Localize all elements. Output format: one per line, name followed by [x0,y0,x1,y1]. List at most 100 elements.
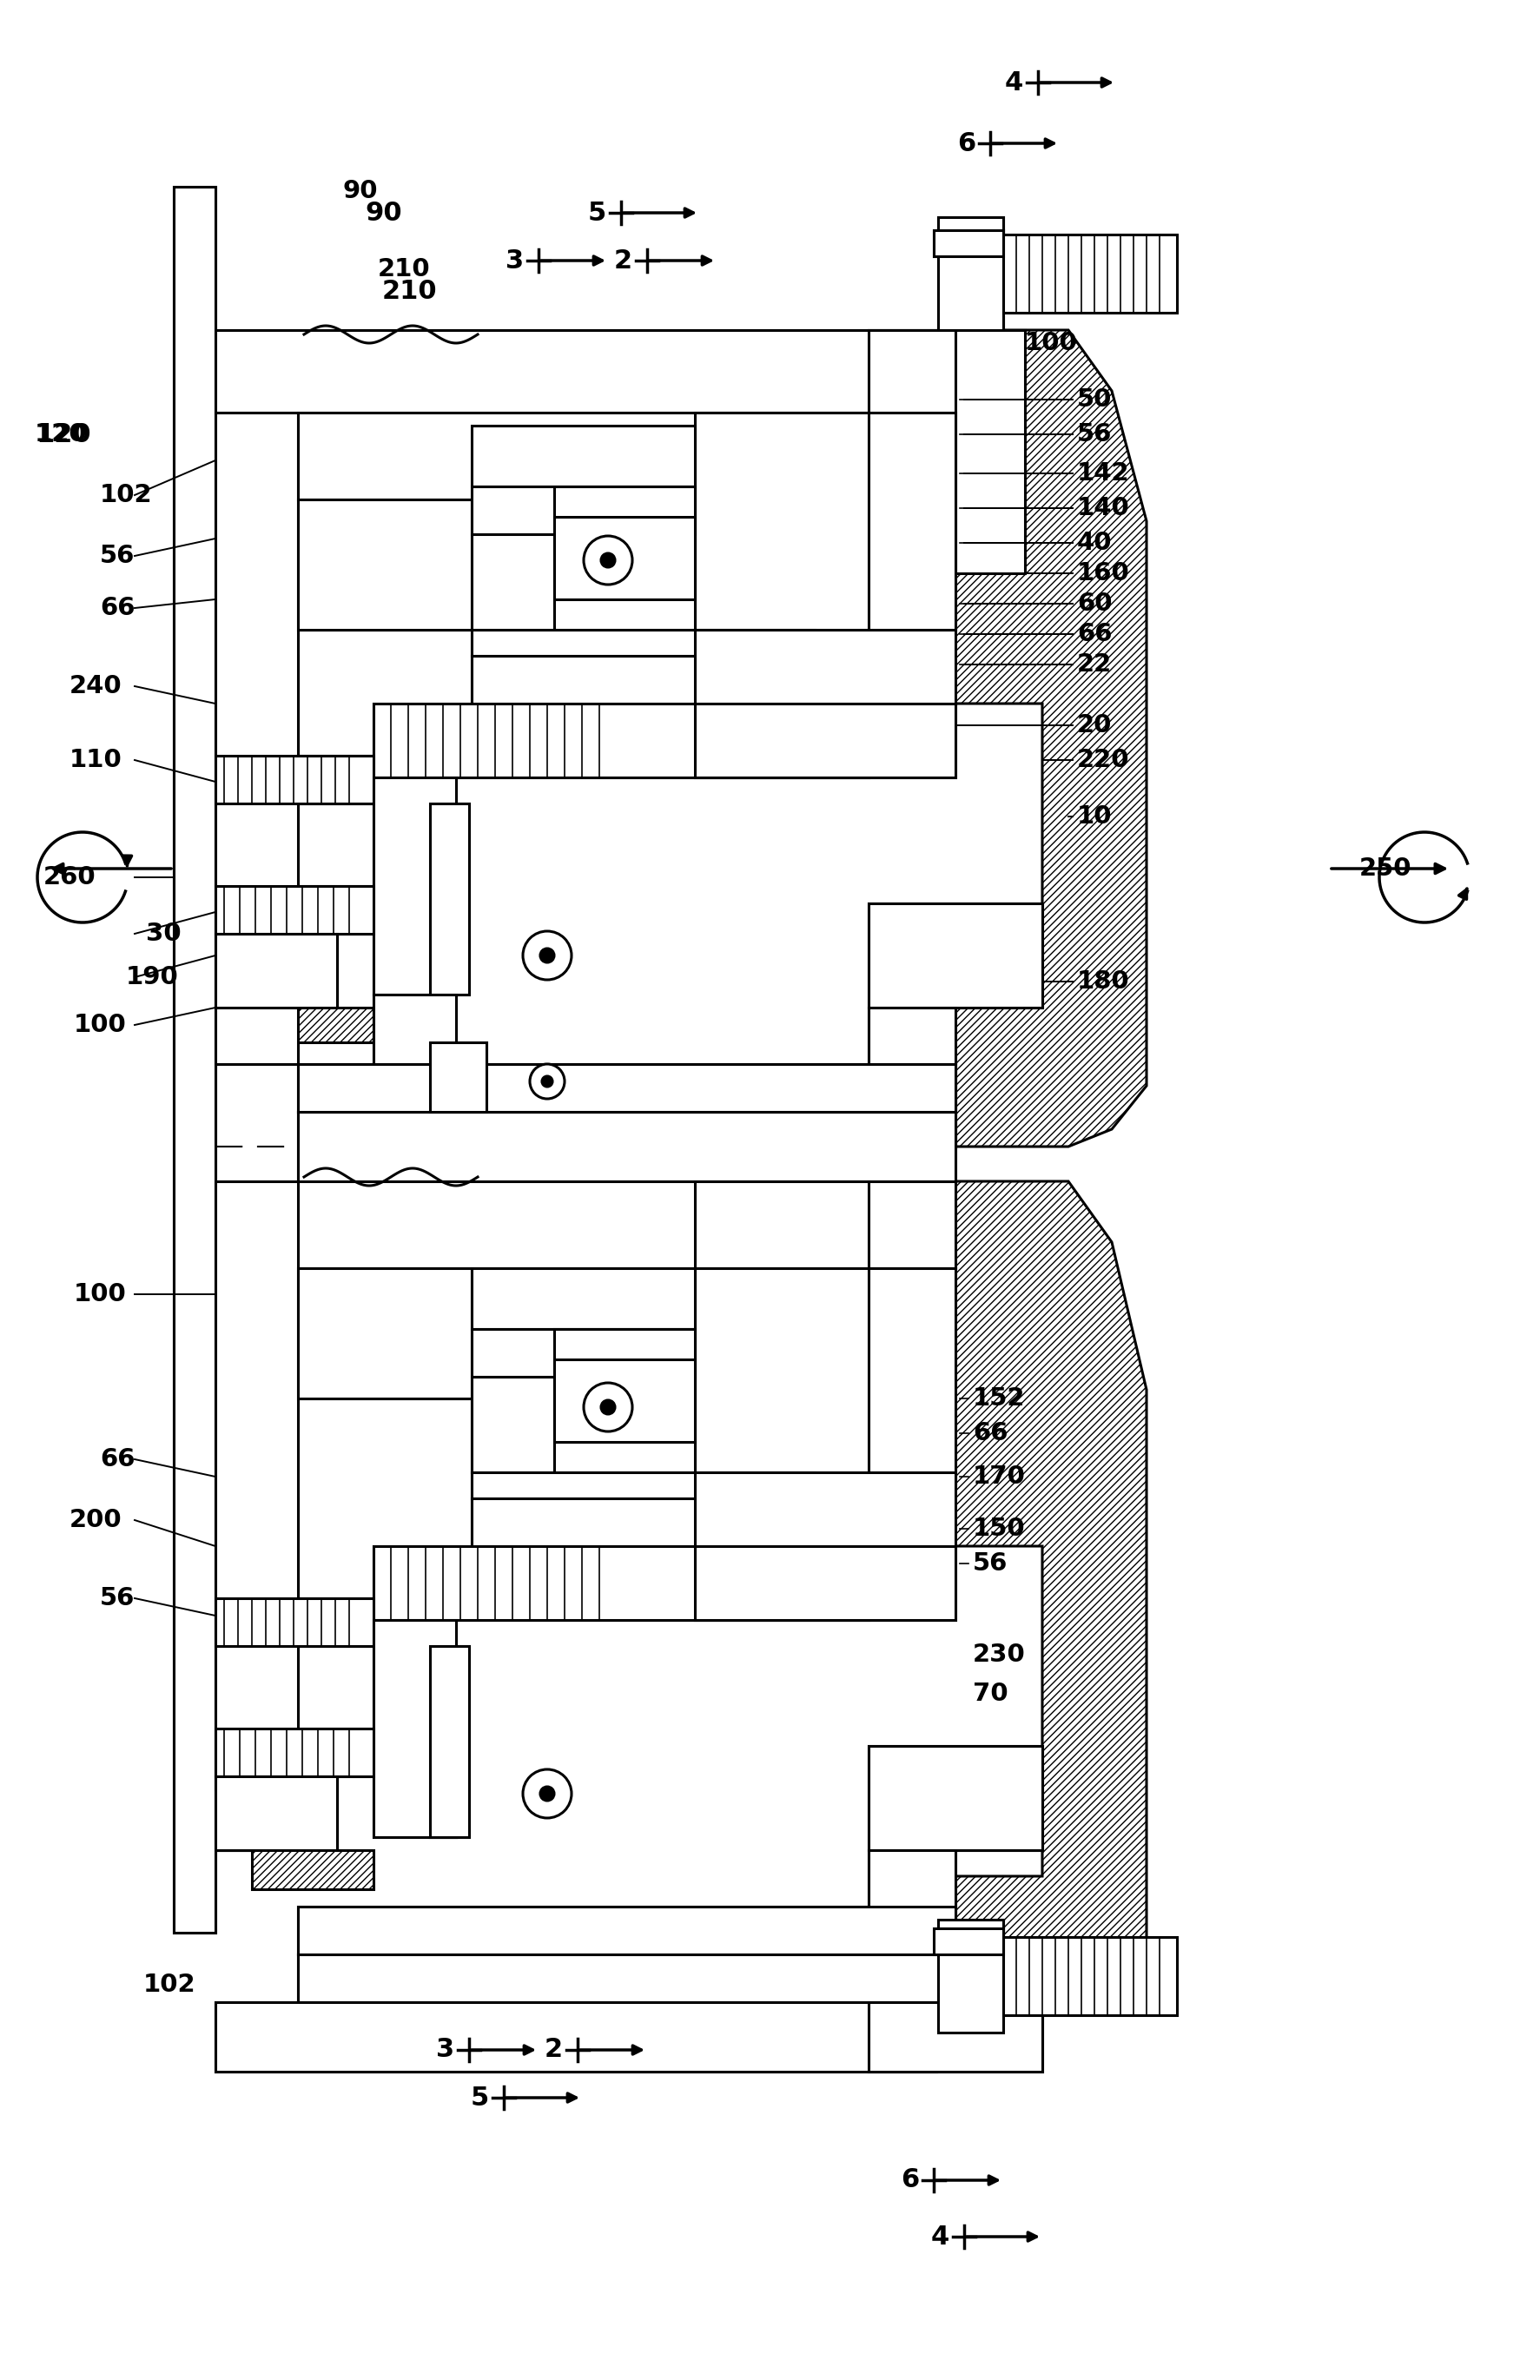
Bar [869,1849,955,1990]
Bar [869,1849,955,1990]
Bar [869,1747,1041,1849]
Bar [373,1547,869,1621]
Bar [869,331,955,574]
Bar [554,486,695,631]
Text: 66: 66 [100,1447,136,1471]
Polygon shape [216,933,373,1042]
Bar [869,1269,955,1485]
Bar [695,1547,955,1621]
Bar [869,331,955,574]
Bar [297,1064,955,1111]
Bar [216,331,936,412]
Text: 250: 250 [1358,857,1411,881]
Bar [554,486,695,631]
Bar [297,1111,955,1180]
Bar [955,331,1024,574]
Text: 10: 10 [1076,804,1112,828]
Text: 210: 210 [377,257,430,281]
Text: 56: 56 [972,1552,1007,1576]
Bar [695,1180,955,1269]
Bar [869,1180,955,1269]
Circle shape [584,1383,631,1430]
Circle shape [522,931,571,981]
Text: 56: 56 [100,543,136,569]
Bar [695,1547,955,1621]
Bar [297,1064,955,1111]
Text: 2: 2 [613,248,631,274]
Bar [869,904,1041,1007]
Text: 200: 200 [69,1509,122,1533]
Bar [471,657,869,704]
Circle shape [584,536,631,585]
Bar [869,412,955,631]
Bar [216,2002,936,2071]
Text: 180: 180 [1076,969,1129,995]
Bar [471,1269,695,1328]
Text: 260: 260 [43,866,95,890]
Bar [695,704,955,778]
Bar [471,486,695,533]
Text: 3: 3 [505,248,524,274]
Bar [695,704,955,778]
Bar [430,804,468,995]
Text: 66: 66 [972,1421,1007,1445]
Text: 30: 30 [146,921,182,945]
Bar [297,1269,471,1399]
Bar [216,1728,373,1775]
Bar [955,331,1024,574]
Bar [471,1473,815,1499]
Text: 110: 110 [69,747,122,771]
Bar [471,1328,695,1376]
Text: 56: 56 [1076,421,1112,447]
Text: 4: 4 [1004,69,1023,95]
Bar [869,1007,955,1147]
Text: 22: 22 [1076,652,1112,676]
Text: 90: 90 [343,178,377,202]
Text: 6: 6 [956,131,975,157]
Circle shape [541,1787,554,1802]
Text: 220: 220 [1076,747,1129,771]
Polygon shape [216,657,373,804]
Text: 100: 100 [74,1283,126,1307]
Bar [554,516,695,600]
Bar [373,704,869,778]
Bar [471,1499,867,1547]
Bar [869,904,1041,1007]
Circle shape [542,1076,553,1088]
Circle shape [530,1064,564,1100]
Text: 40: 40 [1076,531,1112,555]
Bar [471,1269,695,1328]
Circle shape [541,950,554,962]
Bar [373,778,456,995]
Bar [933,1928,1003,1954]
Text: 66: 66 [1076,621,1112,647]
Bar [373,995,456,1064]
Text: 3: 3 [436,2037,454,2063]
Bar [869,1269,955,1485]
Polygon shape [216,1499,373,1647]
Text: 66: 66 [100,595,136,621]
Bar [297,412,869,500]
Bar [471,1376,554,1473]
Bar [695,1269,955,1485]
Bar [695,1473,955,1547]
Text: 230: 230 [972,1642,1026,1666]
Text: 240: 240 [69,674,122,697]
Bar [471,631,815,657]
Bar [297,500,471,631]
Bar [216,1599,373,1647]
Bar [695,1180,955,1269]
Bar [695,1269,955,1485]
Bar [471,1499,867,1547]
Bar [216,331,936,412]
Bar [216,1728,373,1775]
Text: 4: 4 [930,2223,949,2249]
Bar [174,186,216,1933]
Bar [430,1042,487,1111]
Bar [174,186,216,1933]
Circle shape [522,1768,571,1818]
Text: 5: 5 [587,200,605,226]
Polygon shape [955,1180,1146,2016]
Bar [216,1180,297,1790]
Bar [430,1042,487,1078]
